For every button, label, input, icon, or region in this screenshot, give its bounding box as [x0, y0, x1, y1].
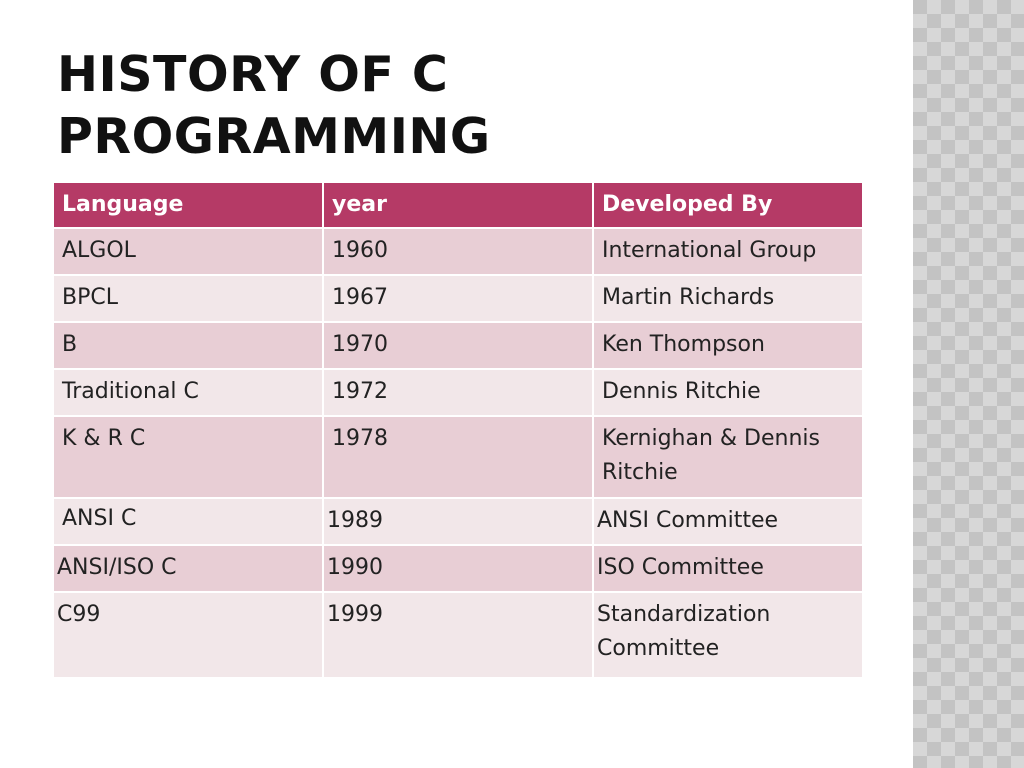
cell-language: C99 — [52, 591, 324, 679]
cell-language: BPCL — [52, 274, 324, 323]
cell-year: 1972 — [322, 368, 594, 417]
cell-developer: ANSI Committee — [592, 497, 864, 546]
cell-year: 1989 — [322, 497, 594, 546]
cell-developer: Standardization Committee — [592, 591, 864, 679]
decorative-side-pattern — [913, 0, 1024, 768]
table-row: BPCL 1967 Martin Richards — [52, 274, 864, 323]
cell-year-text: 1990 — [327, 555, 383, 580]
title-line-2: PROGRAMMING — [57, 108, 491, 165]
slide-title: HISTORY OF C PROGRAMMING — [57, 44, 757, 168]
header-year: year — [322, 181, 594, 229]
table-row: B 1970 Ken Thompson — [52, 321, 864, 370]
title-line-1: HISTORY OF C — [57, 46, 449, 103]
slide: HISTORY OF C PROGRAMMING Language year D… — [52, 44, 864, 679]
table-row: K & R C 1978 Kernighan & Dennis Ritchie — [52, 415, 864, 499]
cell-developer: Dennis Ritchie — [592, 368, 864, 417]
cell-developer: Kernighan & Dennis Ritchie — [592, 415, 864, 499]
table-row: ANSI/ISO C 1990 ISO Committee — [52, 544, 864, 593]
cell-language: B — [52, 321, 324, 370]
cell-developer-text: Standardization Committee — [597, 602, 771, 661]
cell-year: 1970 — [322, 321, 594, 370]
cell-developer: Martin Richards — [592, 274, 864, 323]
table-row: ANSI C 1989 ANSI Committee — [52, 497, 864, 546]
cell-year-text: 1999 — [327, 602, 383, 627]
cell-language: ALGOL — [52, 227, 324, 276]
cell-language: ANSI/ISO C — [52, 544, 324, 593]
cell-language: ANSI C — [52, 497, 324, 546]
cell-year: 1999 — [322, 591, 594, 679]
cell-language-text: ANSI C — [62, 506, 137, 531]
table-row: C99 1999 Standardization Committee — [52, 591, 864, 679]
cell-year: 1978 — [322, 415, 594, 499]
cell-language: Traditional C — [52, 368, 324, 417]
table-row: ALGOL 1960 International Group — [52, 227, 864, 276]
cell-year: 1967 — [322, 274, 594, 323]
cell-language-text: ANSI/ISO C — [57, 555, 177, 580]
cell-year-text: 1989 — [327, 508, 383, 533]
cell-language: K & R C — [52, 415, 324, 499]
table-row: Traditional C 1972 Dennis Ritchie — [52, 368, 864, 417]
header-language: Language — [52, 181, 324, 229]
cell-year: 1990 — [322, 544, 594, 593]
cell-language-text: C99 — [57, 602, 101, 627]
table-header-row: Language year Developed By — [52, 181, 864, 229]
header-developed-by: Developed By — [592, 181, 864, 229]
history-table: Language year Developed By ALGOL 1960 In… — [52, 181, 864, 679]
cell-developer: ISO Committee — [592, 544, 864, 593]
cell-developer: Ken Thompson — [592, 321, 864, 370]
cell-developer: International Group — [592, 227, 864, 276]
cell-developer-text: ANSI Committee — [597, 508, 779, 533]
cell-developer-text: ISO Committee — [597, 555, 764, 580]
cell-year: 1960 — [322, 227, 594, 276]
